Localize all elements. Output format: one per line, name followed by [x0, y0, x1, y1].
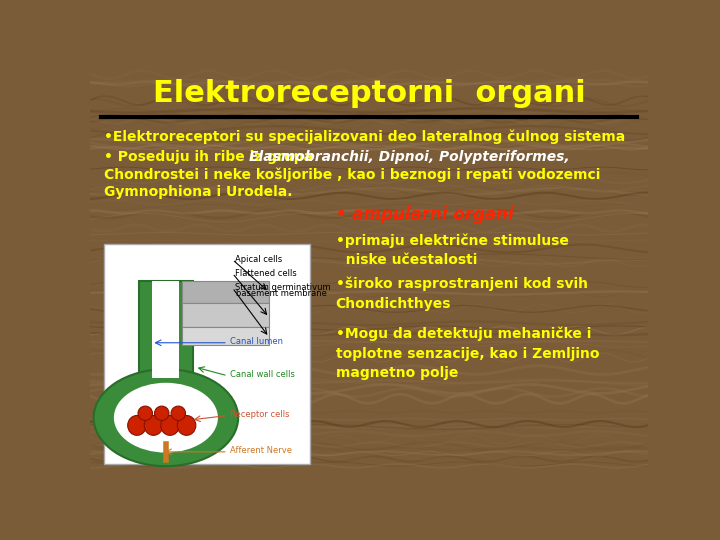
Text: Stratum germinativum: Stratum germinativum — [235, 283, 330, 292]
Bar — [104, 244, 310, 464]
Ellipse shape — [114, 383, 218, 453]
Text: Chondrostei i neke košljoribe , kao i beznogi i repati vodozemci: Chondrostei i neke košljoribe , kao i be… — [104, 168, 600, 183]
Text: Apical cells: Apical cells — [235, 255, 282, 264]
Text: Elasmobranchii, Dipnoi, Polypteriformes,: Elasmobranchii, Dipnoi, Polypteriformes, — [249, 150, 570, 164]
Ellipse shape — [161, 415, 179, 435]
Bar — [182, 327, 269, 345]
Text: •primaju električne stimuluse
  niske učestalosti: •primaju električne stimuluse niske učes… — [336, 233, 568, 267]
Text: • ampularni organi: • ampularni organi — [336, 206, 513, 224]
Text: Flattened cells: Flattened cells — [235, 268, 297, 278]
Text: •Elektroreceptori su specijalizovani deo lateralnog čulnog sistema: •Elektroreceptori su specijalizovani deo… — [104, 129, 625, 144]
Ellipse shape — [155, 406, 169, 421]
Ellipse shape — [94, 369, 238, 466]
Text: Elektroreceptorni  organi: Elektroreceptorni organi — [153, 79, 585, 109]
Text: • Poseduju ih ribe iz grupa: • Poseduju ih ribe iz grupa — [104, 150, 318, 164]
Ellipse shape — [144, 415, 163, 435]
Ellipse shape — [138, 406, 153, 421]
Ellipse shape — [171, 406, 186, 421]
Bar — [182, 303, 269, 327]
Bar — [182, 281, 269, 303]
Bar — [139, 281, 193, 380]
Text: basement membrane: basement membrane — [236, 289, 327, 299]
Ellipse shape — [177, 415, 196, 435]
Text: •široko rasprostranjeni kod svih
Chondichthyes: •široko rasprostranjeni kod svih Chondic… — [336, 277, 588, 311]
Bar — [153, 281, 179, 378]
Text: Receptor cells: Receptor cells — [230, 410, 289, 419]
Text: Canal lumen: Canal lumen — [230, 337, 283, 346]
Text: •Mogu da detektuju mehaničke i
toplotne senzacije, kao i Zemljino
magnetno polje: •Mogu da detektuju mehaničke i toplotne … — [336, 327, 599, 380]
Text: Gymnophiona i Urodela.: Gymnophiona i Urodela. — [104, 185, 292, 199]
Ellipse shape — [127, 415, 146, 435]
Text: Canal wall cells: Canal wall cells — [230, 370, 294, 379]
Text: Afferent Nerve: Afferent Nerve — [230, 446, 292, 455]
